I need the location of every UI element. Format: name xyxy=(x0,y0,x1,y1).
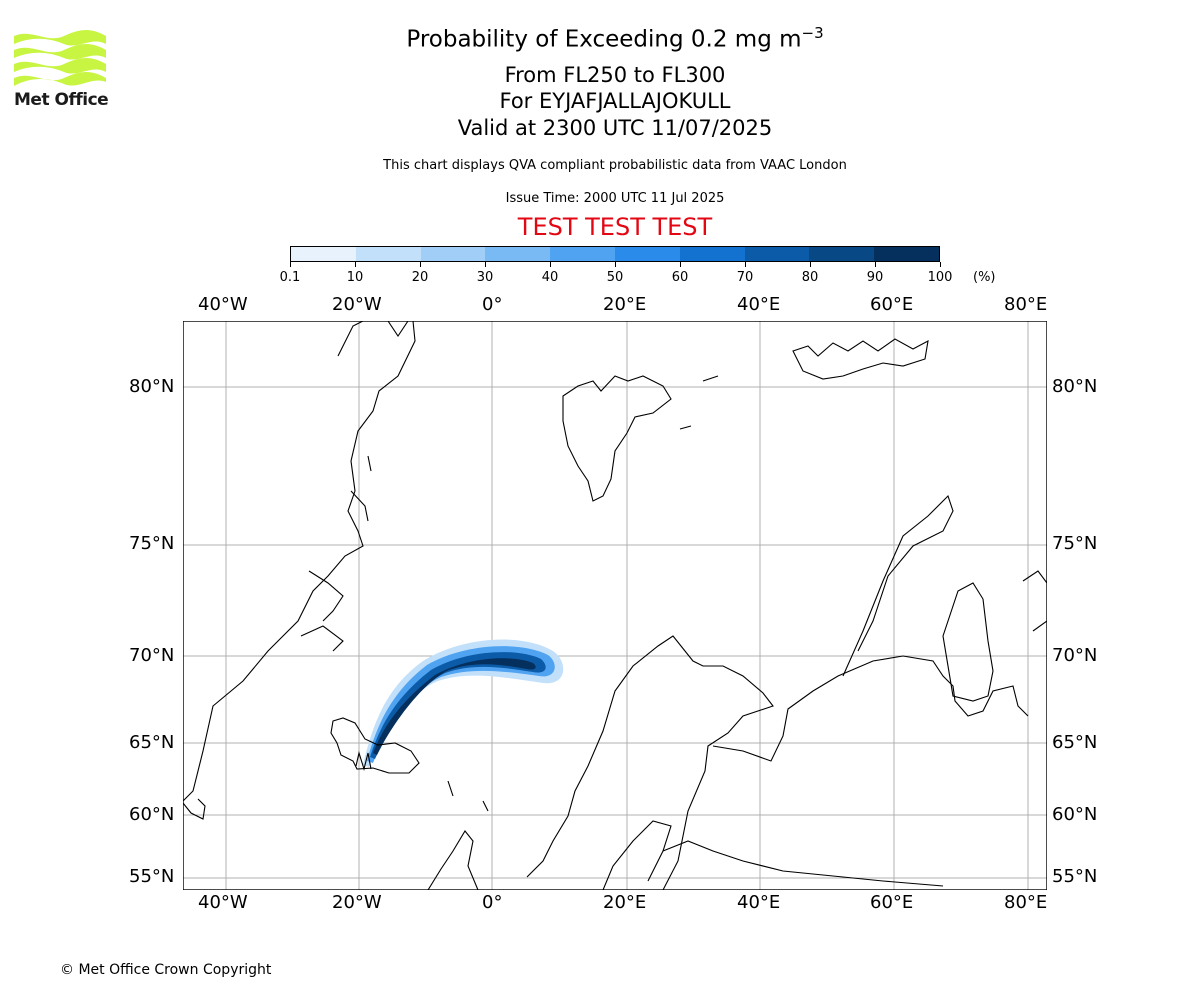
colorbar-tick-label: 60 xyxy=(671,270,689,285)
colorbar-tick-label: 50 xyxy=(606,270,624,285)
issue-time: Issue Time: 2000 UTC 11 Jul 2025 xyxy=(505,191,725,206)
test-banner: TEST TEST TEST xyxy=(517,213,713,241)
colorbar-tick-label: 10 xyxy=(346,270,364,285)
colorbar-tick-label: 0.1 xyxy=(279,270,301,285)
lat-label-right: 80°N xyxy=(1052,376,1098,397)
lat-label-left: 75°N xyxy=(129,533,175,554)
colorbar-tick-label: 90 xyxy=(866,270,884,285)
wave-logo-icon xyxy=(14,30,106,86)
lon-label-top: 0° xyxy=(482,294,503,315)
colorbar-tick-label: 40 xyxy=(541,270,559,285)
colorbar-tick xyxy=(289,262,291,267)
flight-levels: From FL250 to FL300 xyxy=(504,63,726,87)
colorbar-segment xyxy=(679,247,745,261)
gridlines xyxy=(183,321,1047,890)
colorbar-segment xyxy=(550,247,615,261)
lon-label-bottom: 20°W xyxy=(332,892,382,913)
colorbar-tick xyxy=(874,262,876,267)
valid-time: Valid at 2300 UTC 11/07/2025 xyxy=(457,116,773,140)
lat-label-left: 65°N xyxy=(129,732,175,753)
colorbar-tick xyxy=(809,262,811,267)
lat-label-left: 80°N xyxy=(129,376,175,397)
lon-label-bottom: 60°E xyxy=(870,892,914,913)
lon-label-bottom: 20°E xyxy=(603,892,647,913)
colorbar-segment xyxy=(809,247,875,261)
colorbar-segment xyxy=(874,247,939,261)
colorbar-tick xyxy=(939,262,941,267)
colorbar-tick xyxy=(484,262,486,267)
lon-label-bottom: 40°W xyxy=(198,892,248,913)
lat-label-right: 65°N xyxy=(1052,732,1098,753)
lat-label-right: 60°N xyxy=(1052,804,1098,825)
colorbar xyxy=(290,246,940,262)
colorbar-tick xyxy=(744,262,746,267)
lon-label-top: 20°E xyxy=(603,294,647,315)
lon-label-bottom: 80°E xyxy=(1004,892,1048,913)
coastlines xyxy=(183,321,1047,890)
ash-plume xyxy=(363,639,564,767)
lon-label-bottom: 40°E xyxy=(737,892,781,913)
colorbar-tick-label: 100 xyxy=(927,270,953,285)
colorbar-ticks: 0.1 10 20 30 40 50 60 70 80 90 100 xyxy=(280,262,952,292)
chart-title: Probability of Exceeding 0.2 mg m−3 xyxy=(406,24,824,53)
colorbar-unit: (%) xyxy=(973,270,996,285)
lat-label-left: 70°N xyxy=(129,645,175,666)
lon-label-bottom: 0° xyxy=(482,892,503,913)
colorbar-tick-label: 70 xyxy=(736,270,754,285)
colorbar-segment xyxy=(291,247,356,261)
copyright: © Met Office Crown Copyright xyxy=(60,962,272,978)
lon-label-top: 40°W xyxy=(198,294,248,315)
lat-label-left: 60°N xyxy=(129,804,175,825)
colorbar-segment xyxy=(744,247,810,261)
lat-label-right: 55°N xyxy=(1052,866,1098,887)
colorbar-segment xyxy=(485,247,551,261)
chart-description: This chart displays QVA compliant probab… xyxy=(383,158,847,173)
colorbar-segment xyxy=(355,247,421,261)
colorbar-segment xyxy=(614,247,680,261)
lat-label-left: 55°N xyxy=(129,866,175,887)
lon-label-top: 20°W xyxy=(332,294,382,315)
colorbar-tick xyxy=(614,262,616,267)
colorbar-tick-label: 30 xyxy=(476,270,494,285)
colorbar-tick xyxy=(549,262,551,267)
colorbar-tick xyxy=(679,262,681,267)
logo-text: Met Office xyxy=(14,90,109,110)
volcano-name: For EYJAFJALLAJOKULL xyxy=(499,89,731,113)
colorbar-tick-label: 20 xyxy=(411,270,429,285)
lat-label-right: 75°N xyxy=(1052,533,1098,554)
colorbar-tick xyxy=(419,262,421,267)
lat-label-right: 70°N xyxy=(1052,645,1098,666)
colorbar-tick-label: 80 xyxy=(801,270,819,285)
lon-label-top: 60°E xyxy=(870,294,914,315)
lon-label-top: 80°E xyxy=(1004,294,1048,315)
colorbar-tick xyxy=(354,262,356,267)
colorbar-segment xyxy=(420,247,486,261)
lon-label-top: 40°E xyxy=(737,294,781,315)
map-frame xyxy=(183,321,1047,890)
